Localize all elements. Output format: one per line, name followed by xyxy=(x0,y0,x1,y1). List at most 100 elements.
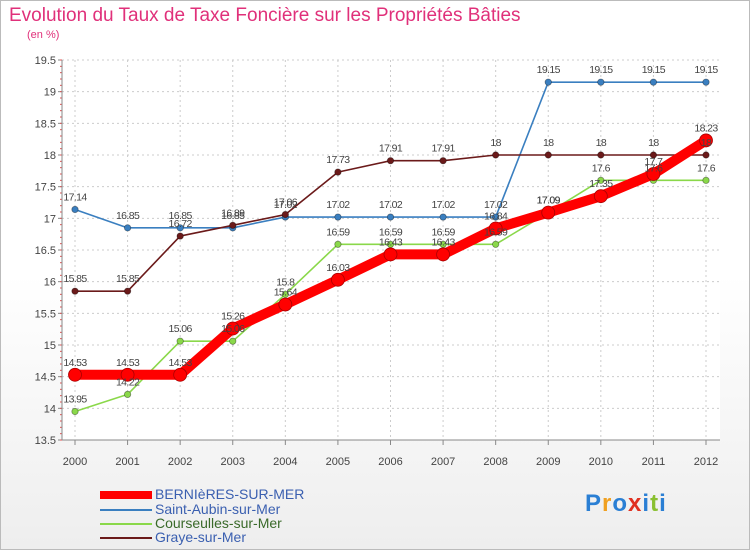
y-tick-label: 16.5 xyxy=(35,245,56,257)
data-label: 17.7 xyxy=(644,156,663,168)
series-point-1 xyxy=(71,205,79,214)
legend-label: Graye-sur-Mer xyxy=(155,529,247,545)
y-tick-label: 18.5 xyxy=(35,118,56,130)
series-point-2 xyxy=(386,240,395,248)
x-tick-label: 2009 xyxy=(536,456,560,468)
data-label: 15.06 xyxy=(169,323,193,335)
series-point-3 xyxy=(71,287,79,295)
data-label: 19.15 xyxy=(589,64,613,76)
series-point-2 xyxy=(71,407,79,416)
series-point-1 xyxy=(492,213,500,221)
data-label: 16.85 xyxy=(169,210,193,222)
logo-letter: x xyxy=(628,490,643,517)
data-label: 18 xyxy=(648,137,659,149)
series-point-2 xyxy=(492,240,500,248)
series-point-0 xyxy=(541,205,556,220)
series-point-3 xyxy=(597,151,605,159)
series-point-3 xyxy=(544,151,552,159)
data-label: 17.02 xyxy=(326,199,350,211)
series-point-3 xyxy=(386,157,395,165)
logo-letter: o xyxy=(612,490,629,517)
data-label: 16.43 xyxy=(379,236,403,248)
x-tick-label: 2010 xyxy=(589,456,613,468)
logo-letter: i xyxy=(642,490,651,517)
data-label: 17.14 xyxy=(63,191,87,203)
chart-title: Evolution du Taux de Taxe Foncière sur l… xyxy=(9,5,521,26)
y-tick-label: 19 xyxy=(44,87,56,99)
series-point-0 xyxy=(120,367,135,382)
data-label: 18 xyxy=(701,137,712,149)
data-label: 17.02 xyxy=(431,199,455,211)
legend-label: Saint-Aubin-sur-Mer xyxy=(155,501,281,517)
data-label: 16.84 xyxy=(484,210,508,222)
unit-label: (en %) xyxy=(27,29,60,41)
series-point-0 xyxy=(278,297,293,312)
legend-swatch xyxy=(100,523,152,525)
series-point-0 xyxy=(173,367,188,382)
legend-swatch xyxy=(100,491,152,499)
logo-letter: i xyxy=(659,490,667,517)
x-tick-label: 2004 xyxy=(273,456,297,468)
y-tick-label: 19.5 xyxy=(35,55,56,67)
x-tick-label: 2008 xyxy=(483,456,507,468)
x-tick-label: 2001 xyxy=(115,456,139,468)
series-point-3 xyxy=(702,151,710,159)
x-tick-label: 2003 xyxy=(221,456,245,468)
data-label: 15.85 xyxy=(116,273,140,285)
series-point-3 xyxy=(281,210,289,219)
data-label: 13.95 xyxy=(63,394,87,406)
data-label: 18 xyxy=(543,137,554,149)
data-label: 18 xyxy=(490,137,501,149)
series-point-2 xyxy=(123,390,132,398)
x-tick-label: 2000 xyxy=(63,456,87,468)
series-point-0 xyxy=(331,272,345,287)
data-label: 14.53 xyxy=(116,357,140,369)
data-label: 17.06 xyxy=(274,197,298,209)
series-point-0 xyxy=(383,247,398,262)
series-point-0 xyxy=(68,367,82,382)
series-point-1 xyxy=(123,224,132,232)
series-point-1 xyxy=(176,224,184,232)
x-tick-label: 2011 xyxy=(642,456,666,468)
data-label: 14.22 xyxy=(116,376,140,388)
legend-label: BERNIèRES-SUR-MER xyxy=(155,486,305,502)
series-point-0 xyxy=(593,189,608,204)
series-point-3 xyxy=(649,151,658,159)
data-label: 17.91 xyxy=(431,143,455,155)
data-label: 17.91 xyxy=(379,143,403,155)
series-point-1 xyxy=(386,213,395,221)
data-label: 16.89 xyxy=(221,207,245,219)
data-label: 16.43 xyxy=(431,236,455,248)
data-label: 16.59 xyxy=(484,226,508,238)
series-point-1 xyxy=(649,78,658,86)
data-label: 17.09 xyxy=(537,195,561,207)
y-tick-label: 15.5 xyxy=(35,308,56,320)
series-point-2 xyxy=(597,176,605,184)
series-point-2 xyxy=(176,337,184,345)
x-tick-label: 2007 xyxy=(431,456,455,468)
data-label: 19.15 xyxy=(694,64,718,76)
series-point-1 xyxy=(439,213,447,221)
series-point-0 xyxy=(488,221,503,236)
data-label: 16.59 xyxy=(326,226,350,238)
data-label: 15.8 xyxy=(276,276,295,288)
logo-letter: P xyxy=(585,490,603,517)
data-label: 17.09 xyxy=(537,195,561,207)
y-tick-label: 14 xyxy=(44,403,56,415)
data-label: 19.15 xyxy=(642,64,666,76)
y-tick-label: 13.5 xyxy=(35,435,56,447)
data-label: 16.59 xyxy=(431,226,455,238)
data-label: 17.73 xyxy=(326,154,350,166)
data-label: 14.53 xyxy=(63,357,87,369)
logo-letter: r xyxy=(602,490,613,517)
series-point-2 xyxy=(439,240,447,248)
data-label: 17.6 xyxy=(644,162,663,174)
data-label: 15.26 xyxy=(221,311,245,323)
series-point-2 xyxy=(702,176,710,184)
series-point-1 xyxy=(597,78,605,86)
y-tick-label: 15 xyxy=(44,340,56,352)
data-label: 17.02 xyxy=(484,199,508,211)
data-label: 16.85 xyxy=(116,210,140,222)
data-label: 18.23 xyxy=(694,122,718,134)
